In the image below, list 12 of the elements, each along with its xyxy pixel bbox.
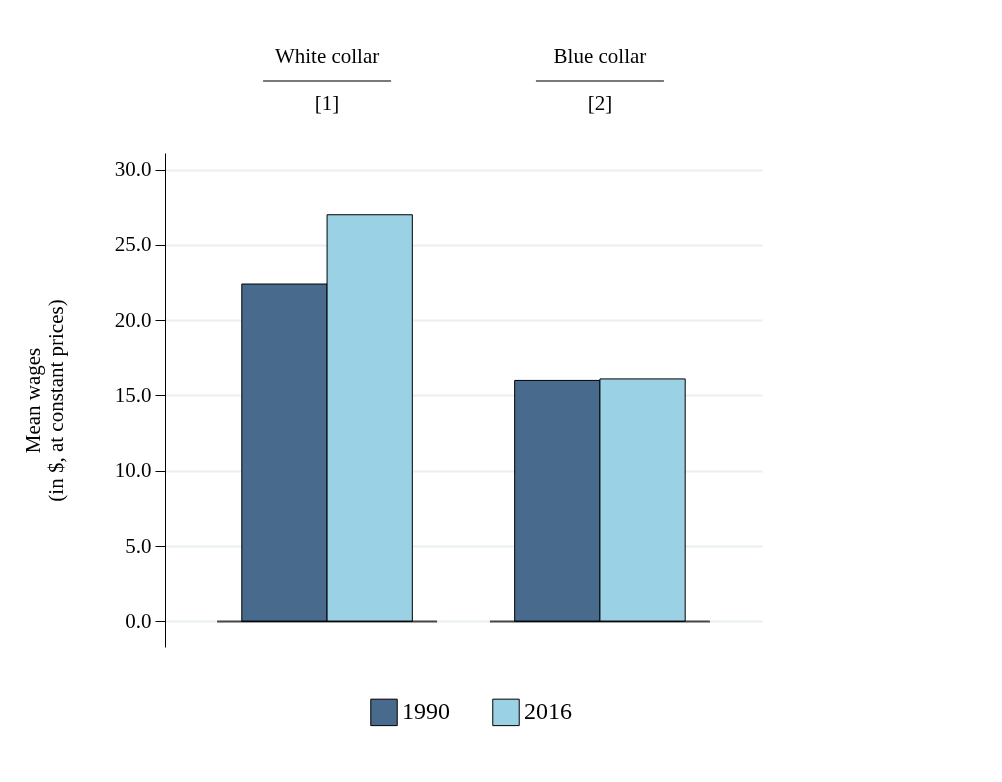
legend-label: 2016 xyxy=(524,698,572,725)
y-tick-label: 0.0 xyxy=(125,608,152,633)
y-axis-title: Mean wages (in $, at constant prices) xyxy=(20,299,68,502)
y-tick-label: 10.0 xyxy=(114,458,152,483)
x-tick-label: White collar [1] xyxy=(274,43,380,115)
y-tick-label: 30.0 xyxy=(114,157,152,182)
y-tick-label: 5.0 xyxy=(125,533,152,558)
y-tick-label: 25.0 xyxy=(114,232,152,257)
legend-label: 1990 xyxy=(402,698,450,725)
y-tick-label: 15.0 xyxy=(114,382,152,407)
x-tick-label: Blue collar [2] xyxy=(553,43,647,115)
y-tick-label: 20.0 xyxy=(114,307,152,332)
